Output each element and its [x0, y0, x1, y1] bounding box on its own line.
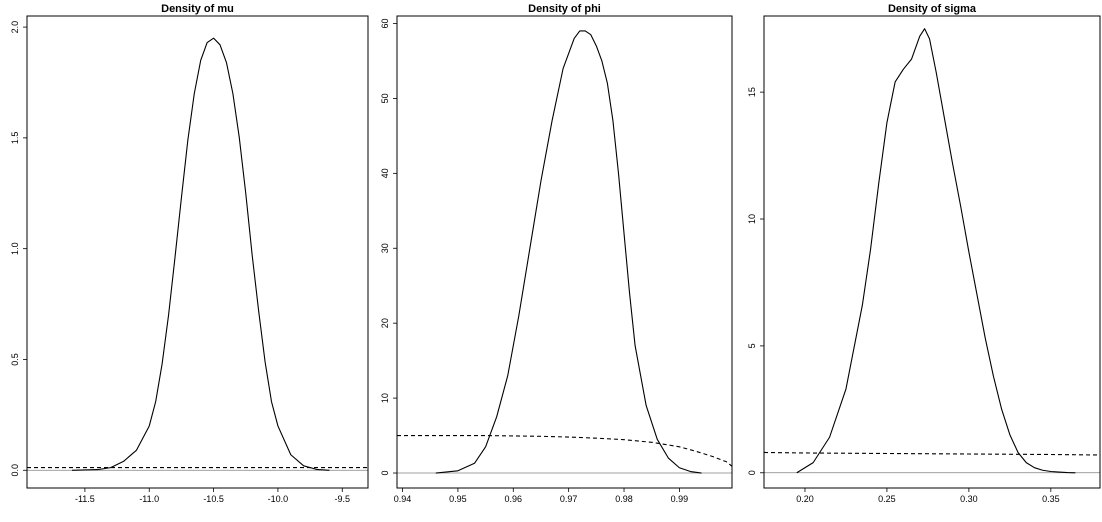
- y-tick-label: 15: [747, 87, 757, 97]
- x-tick-label: 0.25: [878, 494, 896, 504]
- panel-title: Density of phi: [528, 3, 601, 15]
- x-tick-label: 0.96: [505, 494, 523, 504]
- y-tick-label: 0: [380, 471, 390, 476]
- y-tick-label: 10: [747, 214, 757, 224]
- panel-title: Density of mu: [161, 3, 234, 15]
- y-tick-label: 30: [380, 243, 390, 253]
- x-tick-label: 0.35: [1042, 494, 1060, 504]
- panel-2: Density of phi 0.94 0.95 0.96 0.97 0.98 0.99 0 1…: [380, 3, 733, 504]
- posterior-density-line: [435, 30, 702, 474]
- prior-density-line: [763, 451, 1101, 456]
- y-tick-label: 60: [380, 18, 390, 28]
- x-tick-label: -10.0: [268, 494, 289, 504]
- prior-density-line: [397, 435, 733, 467]
- y-tick-label: 40: [380, 168, 390, 178]
- panel-3: Density of sigma 0.20 0.25 0.30 0.35 0 5 10 15: [747, 3, 1101, 504]
- x-tick-label: 0.20: [796, 494, 814, 504]
- y-tick-label: 50: [380, 93, 390, 103]
- x-tick-label: 0.98: [615, 494, 633, 504]
- x-tick-label: -11.0: [139, 494, 159, 504]
- y-tick-label: 10: [380, 393, 390, 403]
- x-tick-label: 0.94: [394, 494, 412, 504]
- x-tick-label: -11.5: [75, 494, 95, 504]
- posterior-density-line: [796, 28, 1076, 474]
- y-tick-label: 1.0: [10, 242, 20, 255]
- posterior-density-line: [72, 37, 330, 471]
- x-tick-label: 0.30: [960, 494, 978, 504]
- x-tick-label: 0.97: [560, 494, 578, 504]
- x-tick-label: -10.5: [203, 494, 224, 504]
- plot-frame: [26, 15, 369, 489]
- y-tick-label: 2.0: [10, 21, 20, 34]
- panel-1: Density of mu -11.5 -11.0 -10.5 -10.0 -9.5 0.0…: [10, 3, 369, 504]
- panel-title: Density of sigma: [888, 3, 977, 15]
- x-tick-label: 0.95: [449, 494, 467, 504]
- x-tick-label: -9.5: [335, 494, 351, 504]
- x-tick-label: 0.99: [671, 494, 689, 504]
- y-tick-label: 0.0: [10, 464, 20, 477]
- plot-frame: [763, 15, 1101, 489]
- y-tick-label: 0.5: [10, 353, 20, 366]
- plot-frame: [396, 15, 733, 489]
- y-tick-label: 1.5: [10, 132, 20, 145]
- y-tick-label: 20: [380, 318, 390, 328]
- y-tick-label: 0: [747, 470, 757, 475]
- y-tick-label: 5: [747, 343, 757, 348]
